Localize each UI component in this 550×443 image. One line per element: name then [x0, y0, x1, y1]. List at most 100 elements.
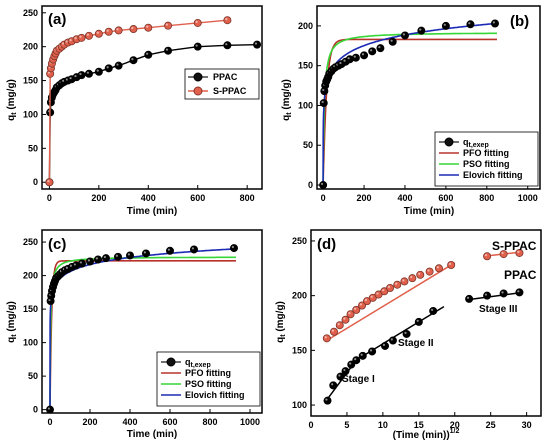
data-point-highlight — [321, 100, 324, 104]
data-point-highlight — [131, 58, 134, 61]
data-point-highlight — [231, 245, 234, 249]
data-point-highlight — [69, 39, 72, 42]
data-point-highlight — [103, 255, 106, 259]
data-point-highlight — [390, 338, 393, 341]
legend-label-pso-b: PSO fitting — [463, 159, 510, 169]
data-point-highlight — [143, 251, 146, 254]
y-tick-label: 100 — [23, 109, 38, 119]
data-point — [94, 67, 103, 76]
data-point — [447, 261, 456, 270]
x-tick-label: 800 — [479, 193, 494, 203]
data-point-highlight — [484, 254, 488, 257]
data-point-highlight — [47, 407, 51, 410]
data-point-highlight — [65, 78, 68, 81]
data-point-highlight — [402, 279, 405, 282]
legend-b: qt,exep PFO fitting PSO fitting Elovich … — [434, 131, 539, 187]
data-point-highlight — [86, 33, 89, 36]
legend-marker-exp-c — [166, 357, 176, 367]
data-point — [319, 181, 328, 190]
data-point — [114, 26, 123, 35]
data-point — [319, 99, 328, 108]
data-point-highlight — [74, 37, 77, 40]
data-point-highlight — [74, 74, 77, 78]
panel-label-a: (a) — [48, 11, 66, 28]
data-point-highlight — [402, 33, 405, 36]
data-point — [434, 264, 443, 273]
data-point — [335, 321, 344, 330]
data-point-highlight — [395, 282, 398, 285]
data-point — [499, 289, 508, 298]
legend-marker-ppac — [193, 72, 203, 82]
data-point-highlight — [106, 29, 109, 32]
data-point-highlight — [501, 251, 504, 255]
y-tick-label: 150 — [292, 345, 307, 355]
data-point — [129, 25, 138, 34]
data-point — [386, 283, 395, 292]
data-point-highlight — [86, 71, 89, 74]
data-point-highlight — [448, 262, 452, 266]
data-point-highlight — [359, 303, 363, 306]
data-point-highlight — [501, 291, 504, 294]
data-point-highlight — [115, 254, 118, 257]
data-point-highlight — [65, 266, 68, 269]
y-tick-label: 0 — [33, 177, 38, 187]
data-point-highlight — [343, 368, 346, 372]
data-point — [368, 347, 377, 356]
data-point-highlight — [96, 69, 99, 72]
data-point — [45, 178, 54, 187]
data-point-highlight — [69, 77, 72, 80]
legend-label-elovich-b: Elovich fitting — [463, 170, 523, 180]
data-point-highlight — [322, 88, 325, 92]
data-point — [490, 19, 499, 28]
data-point-highlight — [47, 180, 50, 183]
legend-c: qt,exep PFO fitting PSO fitting Elovich … — [156, 351, 261, 407]
data-point-highlight — [225, 43, 228, 46]
data-point-highlight — [146, 25, 149, 28]
data-point — [416, 270, 425, 279]
data-point — [408, 274, 417, 283]
data-point-highlight — [347, 57, 350, 60]
x-axis-label-b: Time (min) — [404, 206, 454, 217]
data-point-highlight — [339, 61, 342, 65]
plot-frame-b — [316, 5, 541, 190]
legend-label-pso-c: PSO fitting — [185, 379, 232, 389]
data-point — [441, 21, 450, 30]
panel-label-c: (c) — [48, 236, 66, 253]
annotation-stage-i: Stage I — [342, 374, 375, 385]
y-tick-label: 100 — [23, 338, 38, 348]
data-point — [104, 64, 113, 73]
y-tick-label: 250 — [23, 8, 38, 18]
plot-frame-c — [41, 229, 263, 414]
fit-segment — [326, 262, 456, 342]
data-point-highlight — [353, 55, 356, 58]
data-point-highlight — [337, 322, 340, 326]
panel-a: 0 200 400 600 800 0 50 100 150 200 250 (a) qt (mg/… — [6, 5, 263, 217]
data-point — [323, 396, 332, 405]
data-point — [329, 327, 338, 336]
x-tick-label: 600 — [162, 417, 177, 427]
data-point-highlight — [324, 336, 327, 339]
x-axis-label-c: Time (min) — [127, 429, 177, 440]
data-point-highlight — [360, 353, 363, 356]
data-point-highlight — [370, 295, 373, 298]
x-tick-label: 600 — [190, 193, 205, 203]
y-tick-label: 0 — [33, 405, 38, 415]
data-point-highlight — [349, 362, 352, 365]
data-point-highlight — [466, 296, 470, 299]
data-point-highlight — [69, 264, 72, 267]
panel-d: 0 5 10 15 20 25 30 100 150 200 250 (d) qt (mg/g) (… — [275, 229, 542, 441]
annotation-stage-ii: Stage II — [398, 338, 434, 349]
fit-segment — [465, 291, 524, 301]
data-point-highlight — [484, 293, 488, 296]
data-point — [483, 252, 492, 261]
data-point — [84, 69, 93, 78]
data-point — [381, 341, 390, 350]
x-tick-label: 0 — [308, 420, 313, 430]
data-point-highlight — [165, 48, 169, 51]
data-point — [114, 252, 123, 261]
y-tick-label: 250 — [292, 236, 307, 246]
data-point-highlight — [364, 298, 368, 302]
data-point — [78, 259, 87, 268]
data-point — [193, 18, 202, 27]
plot-layer-b: 0 200 400 600 800 1000 0 50 100 150 200 — [298, 19, 538, 203]
